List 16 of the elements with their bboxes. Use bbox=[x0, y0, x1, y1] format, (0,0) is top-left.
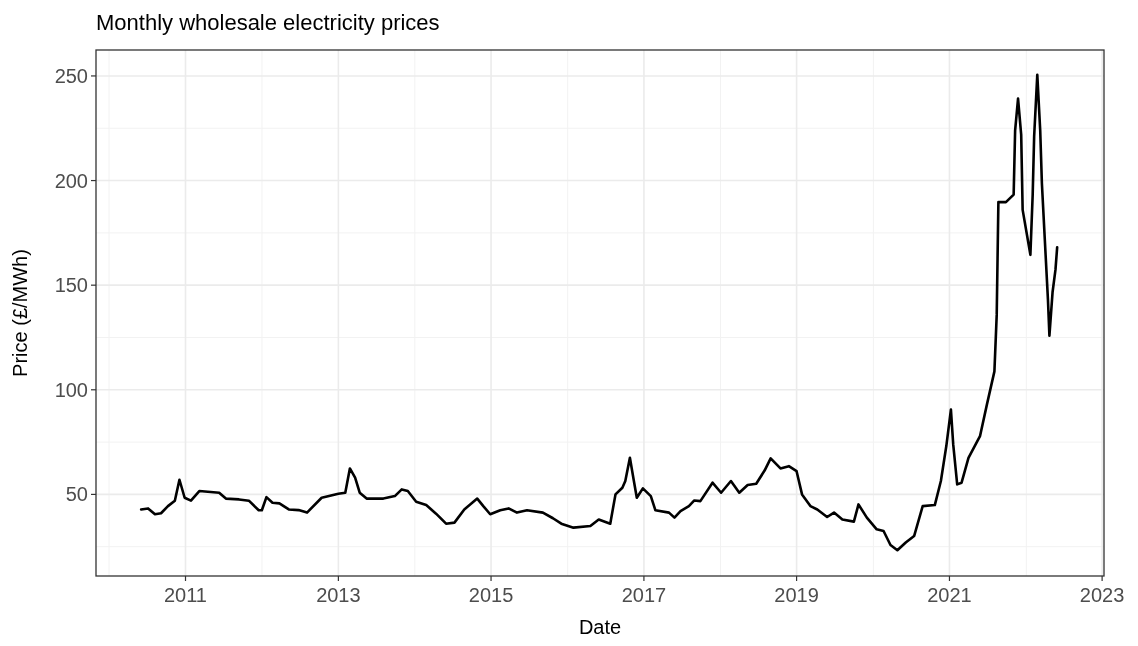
x-tick-label: 2011 bbox=[164, 584, 208, 606]
y-tick-label: 250 bbox=[54, 64, 88, 87]
x-tick-label: 2023 bbox=[1079, 584, 1125, 606]
chart-title: Monthly wholesale electricity prices bbox=[96, 10, 440, 35]
y-axis-title: Price (£/MWh) bbox=[9, 249, 31, 377]
x-tick-label: 2021 bbox=[927, 584, 972, 606]
x-tick-label: 2013 bbox=[316, 584, 361, 606]
x-axis-title: Date bbox=[578, 616, 622, 638]
y-tick-label: 50 bbox=[65, 483, 88, 506]
y-tick-label: 200 bbox=[54, 169, 88, 192]
y-tick-label: 100 bbox=[54, 378, 88, 401]
x-tick-label: 2019 bbox=[774, 584, 819, 606]
x-tick-label: 2017 bbox=[621, 584, 667, 606]
y-tick-label: 150 bbox=[54, 274, 88, 297]
x-tick-label: 2015 bbox=[468, 584, 514, 606]
line-series bbox=[139, 73, 1059, 552]
